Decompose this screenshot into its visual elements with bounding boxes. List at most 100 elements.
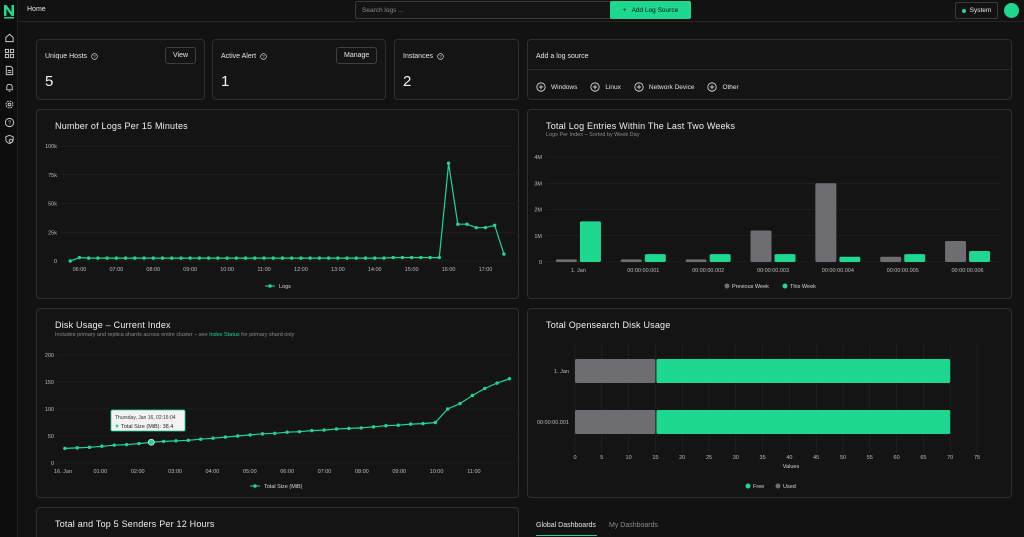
data-point [188,256,192,260]
x-tick-label: 06:00 [73,267,87,273]
y-tick-label: 100k [45,144,57,150]
x-tick-label: 00:00:00.003 [757,268,789,274]
tooltip-box [110,409,186,432]
bar-free [656,359,951,383]
info-icon[interactable]: ? [91,53,98,60]
legend-marker [253,484,257,488]
data-point [336,256,340,260]
tooltip-date: Thursday, Jan 16, 02:16:04 [115,415,176,421]
manage-alerts-button[interactable]: Manage [336,47,378,64]
source-option-linux[interactable]: Linux [590,82,621,92]
y-tick-label: 25k [48,230,57,236]
data-point [234,256,239,260]
data-point [124,442,129,447]
x-tick-label: 60 [894,455,900,461]
data-point [174,439,178,443]
x-tick-label: 15 [652,455,658,461]
data-point [310,428,314,433]
data-point [495,381,499,385]
x-tick-label: 25 [706,455,712,461]
logo-icon[interactable] [2,3,16,19]
instances-title: Instances ? [403,53,444,60]
help-icon[interactable]: ? [3,116,15,128]
divider [528,69,1011,70]
data-point [273,431,277,435]
chart-title: Total Opensearch Disk Usage [546,320,671,330]
chart-title: Disk Usage – Current Index [55,320,171,330]
data-point [373,256,377,260]
x-tick-label: 00:00:00.005 [887,268,919,274]
x-tick-label: 08:00 [355,469,369,475]
x-tick-label: 11:00 [467,469,480,475]
x-tick-label: 12:00 [294,267,308,273]
source-option-other[interactable]: Other [707,82,739,92]
top-bar: Home + Add Log Source System [18,0,1024,22]
bar-used [575,410,656,434]
data-point [198,437,203,441]
bar-this-week [709,254,731,262]
data-point [77,255,82,260]
avatar[interactable] [1004,3,1019,18]
plus-icon: + [622,6,627,14]
source-option-windows[interactable]: Windows [536,82,577,92]
info-icon[interactable]: ? [437,53,444,60]
active-alert-title: Active Alert ? [221,53,267,60]
view-hosts-button[interactable]: View [165,47,197,64]
x-tick-label: 15:00 [405,267,419,273]
legend-marker [782,283,788,289]
plus-circle-icon [634,82,644,92]
data-point [186,438,191,443]
data-point [271,256,275,260]
home-icon[interactable] [3,31,15,43]
tab-global-dashboards[interactable]: Global Dashboards [536,522,596,529]
legend-marker [268,284,272,288]
legend-label: Previous Week [732,284,769,290]
opensearch-disk-card: Total Opensearch Disk Usage 0 5 10 15 20 25 30… [527,308,1012,498]
x-tick-label: 35 [760,455,766,461]
source-option-label: Other [722,83,739,91]
bar-this-week [774,254,796,262]
y-tick-label: 100 [45,407,54,413]
dashboard-icon[interactable] [3,47,15,59]
y-tick-label: 00:00:00.001 [537,420,569,426]
svg-text:?: ? [7,120,10,126]
data-point [382,256,386,260]
source-option-network-device[interactable]: Network Device [634,82,694,92]
legend-label: Logs [279,284,291,290]
data-point [445,407,450,411]
search-input[interactable] [355,1,620,19]
chart-subtitle: Logs Per Index – Sorted by Week Day [546,132,640,138]
data-point [507,377,512,381]
data-point [216,256,220,260]
data-point [75,446,79,450]
x-tick-label: 09:00 [392,469,406,475]
x-tick-label: 45 [813,455,819,461]
instances-label: Instances [403,53,433,60]
add-log-source-button[interactable]: + Add Log Source [610,1,691,19]
data-point [458,401,462,406]
x-tick-label: 55 [867,455,873,461]
y-tick-label: 2M [534,208,542,214]
y-tick-label: 0 [539,260,542,266]
plus-circle-icon [707,82,718,92]
data-point [151,256,155,260]
y-tick-label: 1M [534,234,542,240]
logs-icon[interactable] [3,64,15,76]
data-point [161,439,166,444]
theme-toggle[interactable]: System [955,2,998,19]
shield-icon[interactable] [3,133,15,145]
data-point [391,255,395,260]
info-icon[interactable]: ? [260,53,267,60]
home-link[interactable]: Home [27,6,46,13]
legend-label: Used [783,484,796,490]
x-tick-label: 10:00 [220,267,234,273]
logs-per-15-card: Number of Logs Per 15 Minutes 0 25k 50k 75k… [36,109,519,299]
index-status-link[interactable]: Index Status [209,332,240,338]
x-tick-label: 17:00 [479,267,493,273]
alerts-icon[interactable] [3,81,15,93]
tab-my-dashboards[interactable]: My Dashboards [609,522,659,529]
disk-usage-chart: 0 50 100 150 200 16. Jan 01:00 02:00 03:00 04:00 0… [45,353,515,490]
chart-title: Number of Logs Per 15 Minutes [55,121,188,131]
settings-icon[interactable] [3,98,15,110]
x-tick-label: 10:00 [430,469,444,475]
